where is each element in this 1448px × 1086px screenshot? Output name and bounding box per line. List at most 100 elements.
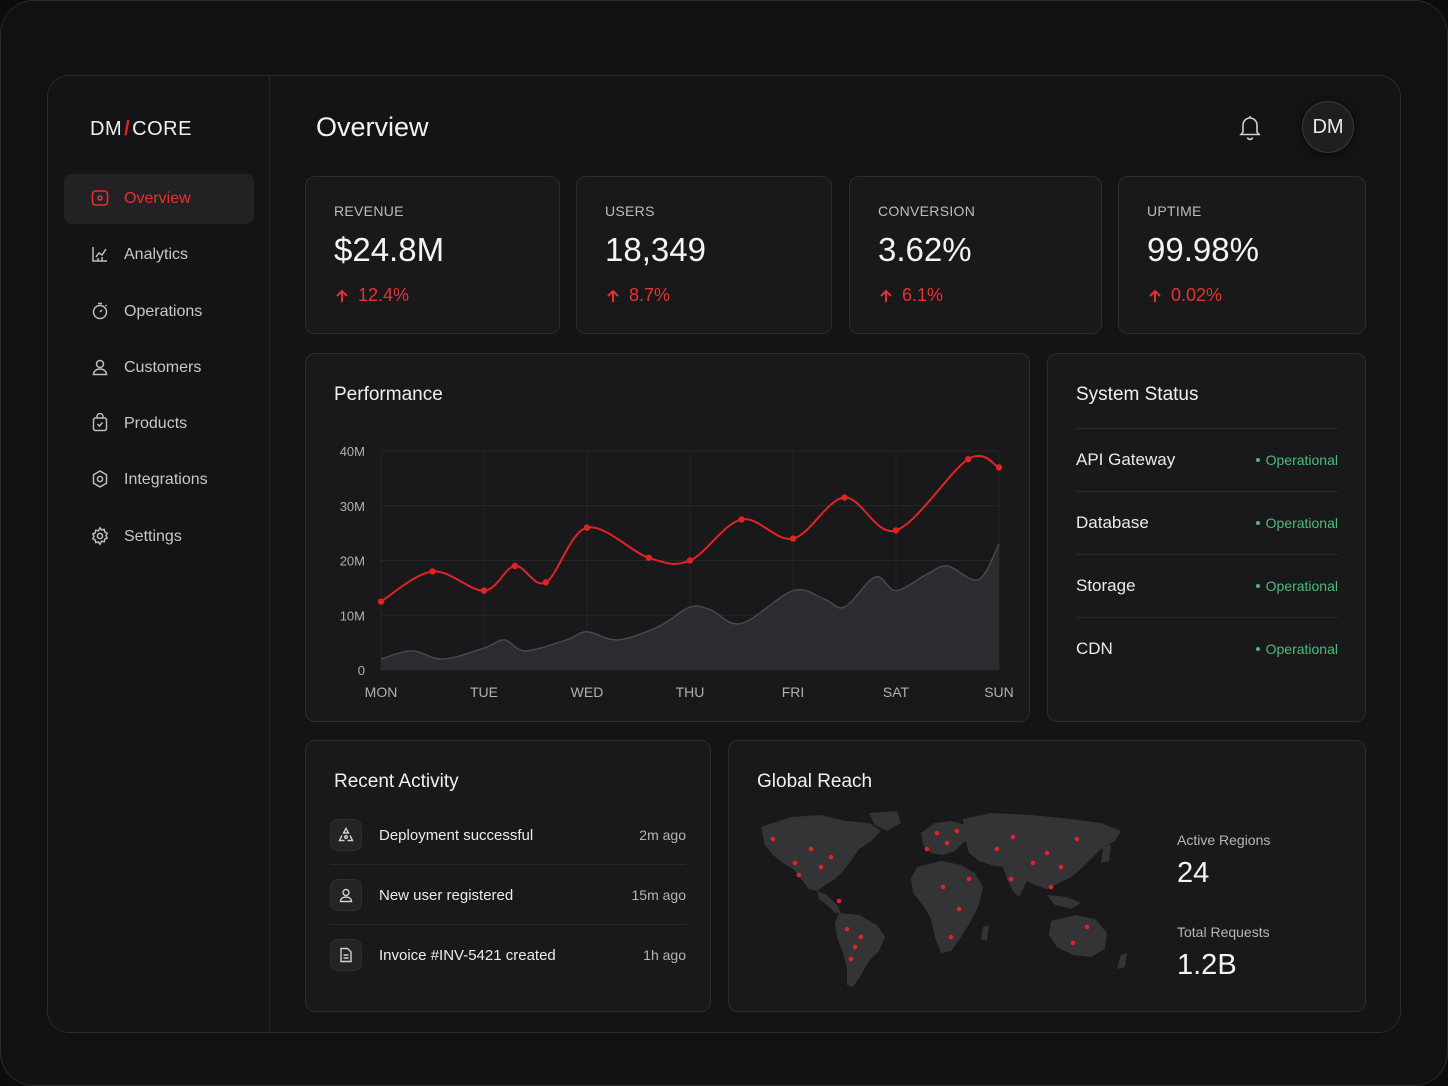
kpi-value: 3.62%	[878, 231, 972, 268]
x-tick-label: SAT	[883, 684, 910, 700]
data-point	[789, 535, 797, 542]
data-point	[377, 598, 385, 605]
status-name: CDN	[1076, 639, 1113, 658]
status-badge: Operational	[1255, 641, 1338, 657]
region-dot	[1010, 834, 1016, 840]
status-name: Storage	[1076, 576, 1136, 595]
activity-item[interactable]: Invoice #INV-5421 created 1h ago	[330, 925, 686, 985]
customers-icon	[90, 357, 112, 379]
status-badge: Operational	[1255, 578, 1338, 594]
activity-item[interactable]: New user registered 15m ago	[330, 865, 686, 925]
kpi-delta: 6.1%	[878, 285, 943, 306]
sidebar-item-integrations[interactable]: Integrations	[64, 455, 254, 505]
region-dot	[956, 906, 962, 912]
brand-logo[interactable]: DM / CORE	[90, 118, 192, 141]
status-name: API Gateway	[1076, 450, 1176, 469]
kpi-label: CONVERSION	[878, 203, 976, 219]
kpi-delta-value: 0.02%	[1171, 285, 1223, 305]
data-point	[542, 579, 549, 586]
total-requests-value: 1.2B	[1177, 949, 1237, 981]
region-dot	[828, 854, 834, 860]
kpi-label: UPTIME	[1147, 203, 1202, 219]
activity-text: New user registered	[379, 886, 514, 904]
sidebar-item-settings[interactable]: Settings	[64, 512, 254, 562]
kpi-delta-value: 8.7%	[629, 285, 671, 305]
operations-icon	[90, 301, 112, 323]
region-dot	[792, 860, 798, 866]
activity-time: 2m ago	[639, 827, 686, 843]
activity-item[interactable]: Deployment successful 2m ago	[330, 805, 686, 865]
region-dot	[848, 956, 854, 962]
dashboard-app: DM / CORE Overview Analytics	[47, 75, 1401, 1033]
activity-time: 1h ago	[643, 947, 686, 963]
page-title: Overview	[316, 112, 429, 142]
region-dot	[1048, 884, 1054, 890]
data-point	[583, 524, 591, 531]
status-row-api-gateway[interactable]: API Gateway Operational	[1076, 428, 1338, 491]
kpi-delta-value: 12.4%	[358, 285, 410, 305]
total-requests-label: Total Requests	[1177, 924, 1270, 940]
region-dot	[1074, 836, 1080, 842]
kpi-card-conversion: CONVERSION 3.62% 6.1%	[849, 176, 1102, 334]
region-dot	[1008, 876, 1014, 882]
sidebar-item-customers[interactable]: Customers	[64, 343, 254, 393]
status-badge: Operational	[1255, 515, 1338, 531]
status-dot-icon	[1255, 458, 1260, 462]
region-dot	[770, 836, 776, 842]
sidebar-item-overview[interactable]: Overview	[64, 174, 254, 224]
sidebar: DM / CORE Overview Analytics	[48, 76, 270, 1032]
arrow-up-icon	[336, 289, 348, 302]
world-map[interactable]	[751, 809, 1141, 999]
region-dot	[934, 830, 940, 836]
x-tick-label: MON	[365, 684, 398, 700]
region-dot	[940, 884, 946, 890]
system-status-title: System Status	[1076, 384, 1199, 405]
analytics-icon	[90, 244, 112, 266]
recent-activity-title: Recent Activity	[334, 771, 459, 792]
kpi-delta: 8.7%	[605, 285, 670, 306]
divider	[330, 924, 686, 925]
global-reach-card: Global Reach	[728, 740, 1366, 1012]
notification-bell-icon[interactable]	[1236, 112, 1264, 142]
status-row-cdn[interactable]: CDN Operational	[1076, 617, 1338, 680]
x-tick-label: THU	[676, 684, 705, 700]
region-dot	[944, 840, 950, 846]
sidebar-item-operations[interactable]: Operations	[64, 287, 254, 337]
kpi-label: REVENUE	[334, 203, 404, 219]
sidebar-item-label: Products	[124, 415, 188, 433]
user-icon	[330, 879, 362, 911]
data-point	[964, 456, 972, 463]
activity-time: 15m ago	[631, 887, 686, 903]
y-tick-label: 20M	[340, 554, 365, 569]
data-point	[841, 494, 848, 501]
status-text: Operational	[1265, 578, 1338, 594]
region-dot	[836, 898, 842, 904]
sidebar-item-products[interactable]: Products	[64, 399, 254, 449]
y-tick-label: 0	[358, 663, 365, 678]
data-point	[995, 464, 1003, 471]
performance-chart[interactable]: 0 10M 20M 30M 40M MON TUE WED THU FRI SAT SUN	[306, 354, 1031, 723]
settings-icon	[90, 526, 112, 548]
region-dot	[852, 944, 858, 950]
status-dot-icon	[1255, 584, 1260, 588]
region-dot	[1058, 864, 1064, 870]
region-dot	[1044, 850, 1050, 856]
brand-right: CORE	[132, 118, 192, 140]
avatar[interactable]: DM	[1302, 101, 1354, 153]
status-text: Operational	[1265, 641, 1338, 657]
sidebar-item-analytics[interactable]: Analytics	[64, 230, 254, 280]
kpi-card-revenue: REVENUE $24.8M 12.4%	[305, 176, 560, 334]
arrow-up-icon	[880, 289, 892, 302]
deploy-icon	[330, 819, 362, 851]
kpi-delta: 0.02%	[1147, 285, 1222, 306]
status-row-storage[interactable]: Storage Operational	[1076, 554, 1338, 617]
integrations-icon	[90, 469, 112, 491]
region-dot	[844, 926, 850, 932]
sidebar-item-label: Analytics	[124, 246, 189, 264]
performance-card: Performance 0 10M 20M 30M 40M MON TUE WED THU FRI…	[305, 353, 1030, 722]
kpi-delta: 12.4%	[334, 285, 409, 306]
system-status-card: System Status API Gateway Operational Da…	[1047, 353, 1366, 722]
kpi-value: 18,349	[605, 231, 706, 268]
region-dot	[1070, 940, 1076, 946]
status-row-database[interactable]: Database Operational	[1076, 491, 1338, 554]
